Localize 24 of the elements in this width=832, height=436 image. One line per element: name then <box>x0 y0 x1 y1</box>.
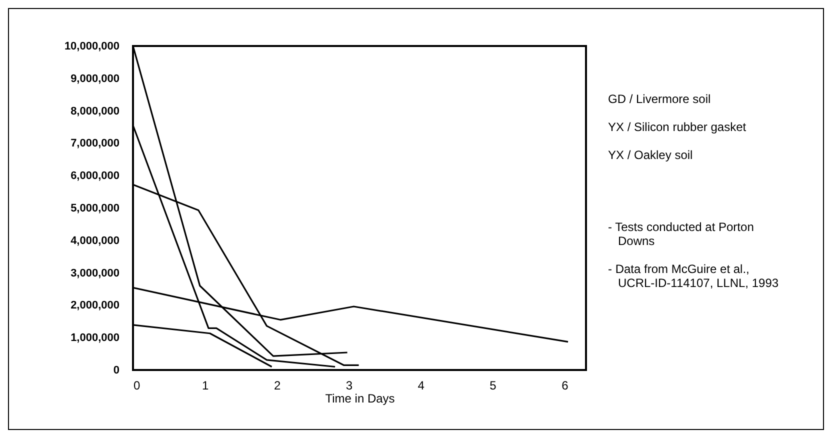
y-tick-label: 5,000,000 <box>70 202 120 214</box>
y-tick-label: 8,000,000 <box>70 105 120 118</box>
text: YX / Silicon rubber gasket <box>608 120 748 134</box>
y-tick-label: 4,000,000 <box>70 234 120 247</box>
x-tick-label: 1 <box>202 378 210 392</box>
y-tick-label: 3,000,000 <box>70 267 120 280</box>
x-tick-label: 0 <box>134 378 140 392</box>
y-tick-label: 6,000,000 <box>70 170 120 182</box>
text: YX / Oakley soil <box>608 148 694 162</box>
x-tick-label: 2 <box>274 378 281 392</box>
text: GD / Livermore soil <box>608 92 712 106</box>
y-tick-label: 10,000,000 <box>64 40 120 52</box>
y-tick-label: 7,000,000 <box>70 138 120 150</box>
y-tick-label: 1,000,000 <box>70 332 120 344</box>
y-tick-label: 9,000,000 <box>70 72 120 85</box>
x-tick-label: 6 <box>562 378 569 392</box>
y-tick-label: 2,000,000 <box>70 300 120 312</box>
text: - Data from McGuire et al., UCRL-ID-114107, LLNL, 1993 <box>608 262 780 290</box>
x-tick-label: 5 <box>490 378 497 392</box>
x-tick-label: 4 <box>418 378 425 392</box>
x-tick-label: 3 <box>346 378 353 392</box>
x-axis-title: Time in Days <box>325 392 395 406</box>
text: - Tests conducted at Porton Downs <box>608 220 755 248</box>
y-tick-label: 0 <box>113 364 120 376</box>
